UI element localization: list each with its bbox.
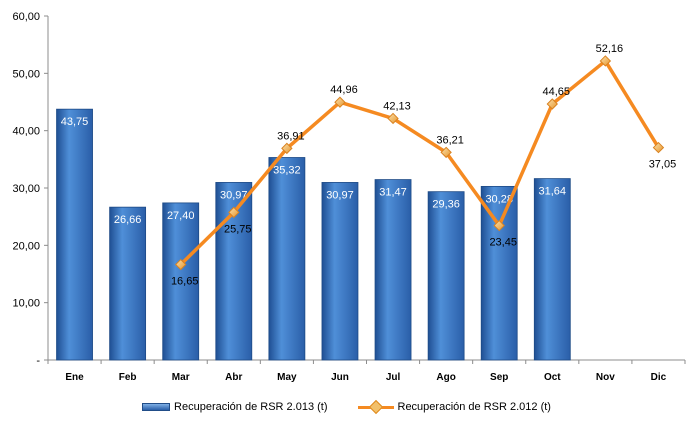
line-data-label: 16,65 xyxy=(171,276,199,288)
line-data-label: 25,75 xyxy=(224,223,252,235)
line-series-2012 xyxy=(179,59,660,266)
bar xyxy=(374,179,412,361)
line-data-label: 44,65 xyxy=(543,86,571,98)
line-data-label: 52,16 xyxy=(596,43,624,55)
legend: Recuperación de RSR 2.013 (t) Recuperaci… xyxy=(0,396,693,418)
bar xyxy=(268,157,306,361)
bar xyxy=(533,178,571,361)
bar-data-label: 31,47 xyxy=(379,187,407,199)
x-tick-label: Oct xyxy=(544,372,561,383)
x-tick-label: May xyxy=(277,372,297,383)
line-data-label: 36,21 xyxy=(436,134,464,146)
legend-line-swatch xyxy=(357,399,394,415)
line-data-label: 23,45 xyxy=(489,237,517,249)
line-data-label: 44,96 xyxy=(330,84,358,96)
line-data-label: 37,05 xyxy=(649,159,677,171)
bar xyxy=(427,191,465,361)
bar xyxy=(109,206,147,361)
y-tick-label: 10,00 xyxy=(12,298,40,310)
legend-bar-swatch xyxy=(142,403,171,411)
bar-data-label: 26,66 xyxy=(114,214,142,226)
legend-item-2013: Recuperación de RSR 2.013 (t) xyxy=(142,401,328,413)
bar xyxy=(56,108,93,361)
bar-data-label: 30,97 xyxy=(326,189,354,201)
bar xyxy=(480,185,518,361)
x-tick-label: Jul xyxy=(386,372,401,383)
legend-item-2012: Recuperación de RSR 2.012 (t) xyxy=(357,399,551,415)
bar-data-label: 35,32 xyxy=(273,164,301,176)
line-point xyxy=(440,146,452,159)
x-tick-label: Nov xyxy=(596,372,615,383)
line-point xyxy=(175,258,187,271)
line-point xyxy=(334,96,346,108)
y-tick-label: - xyxy=(36,355,40,367)
line-data-label: 36,91 xyxy=(277,130,305,142)
y-tick-label: 30,00 xyxy=(12,183,40,195)
y-tick-label: 50,00 xyxy=(12,68,40,80)
x-tick-label: Jun xyxy=(331,372,349,383)
y-tick-label: 40,00 xyxy=(12,126,40,138)
line-data-label: 42,13 xyxy=(383,100,411,112)
x-tick-label: Mar xyxy=(172,372,190,383)
line-point xyxy=(599,55,612,67)
x-tick-label: Abr xyxy=(225,372,242,383)
x-tick-label: Feb xyxy=(119,372,137,383)
bar xyxy=(162,202,200,361)
x-tick-label: Sep xyxy=(490,372,508,383)
y-tick-label: 60,00 xyxy=(12,11,40,23)
bar-data-label: 43,75 xyxy=(61,116,89,128)
bar-data-label: 30,97 xyxy=(220,189,248,201)
bar-data-label: 27,40 xyxy=(167,210,195,222)
y-tick-label: 20,00 xyxy=(12,240,40,252)
x-tick-label: Ago xyxy=(436,372,455,383)
x-tick-label: Ene xyxy=(65,372,84,383)
line-point xyxy=(228,206,240,219)
bar xyxy=(321,182,359,361)
line-point xyxy=(493,219,505,232)
line-point xyxy=(546,98,558,110)
legend-label-2013: Recuperación de RSR 2.013 (t) xyxy=(174,401,328,413)
x-tick-label: Dic xyxy=(651,372,667,383)
line-point xyxy=(652,141,665,154)
bar-data-label: 31,64 xyxy=(539,186,567,198)
line-point xyxy=(387,112,399,125)
legend-label-2012: Recuperación de RSR 2.012 (t) xyxy=(397,401,551,413)
bar-data-label: 29,36 xyxy=(432,199,460,211)
chart-svg: - 10,00 20,00 30,00 40,00 50,00 60,00 Ene Feb Mar… xyxy=(12,11,686,383)
bar-data-label: 30,28 xyxy=(485,193,513,205)
line-point xyxy=(281,142,293,155)
